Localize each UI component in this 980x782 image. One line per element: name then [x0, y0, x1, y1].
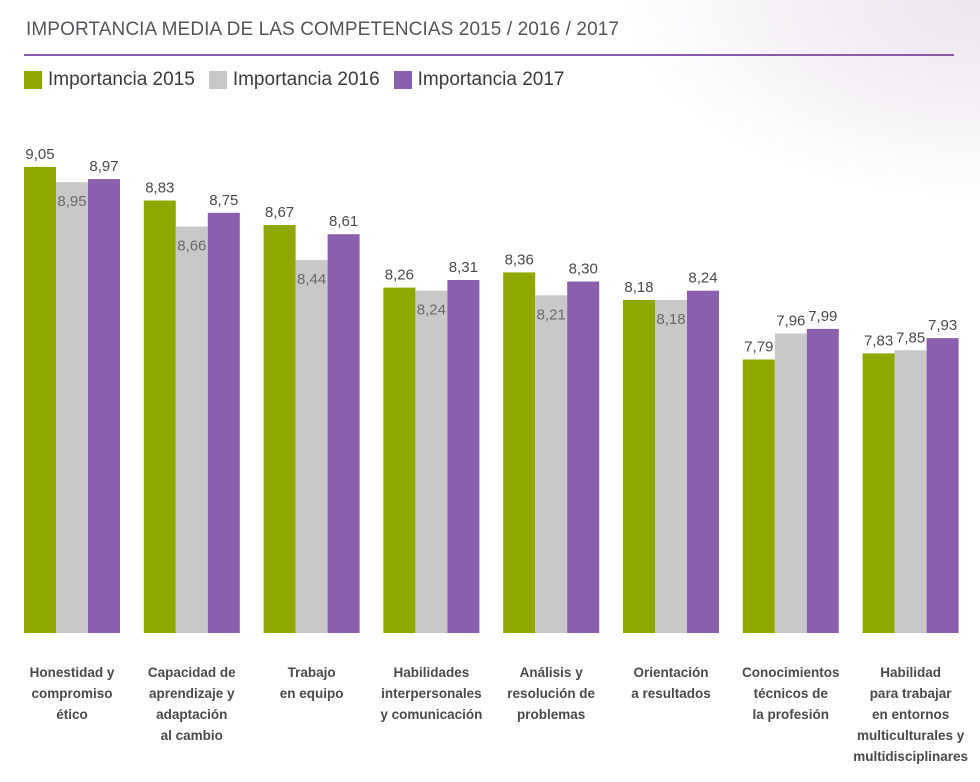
value-label-2017-cat-6: 8,24: [688, 270, 717, 287]
bar-2017-cat-7: [806, 328, 839, 633]
value-label-2017-cat-7: 7,99: [808, 308, 837, 325]
bar-2016-cat-3: [295, 260, 328, 633]
category-label-2: Capacidad de aprendizaje y adaptación al ca…: [148, 665, 236, 743]
legend-item-2015: Importancia 2015: [24, 69, 195, 91]
value-label-2015-cat-5: 8,36: [505, 251, 534, 268]
value-label-2016-cat-7: 7,96: [776, 313, 805, 330]
value-label-2017-cat-8: 7,93: [928, 317, 957, 334]
bar-2016-cat-1: [56, 182, 88, 633]
legend-label-2015: Importancia 2015: [48, 69, 195, 90]
value-label-2015-cat-8: 7,83: [864, 332, 893, 349]
value-label-2017-cat-3: 8,61: [329, 213, 358, 230]
legend-label-2017: Importancia 2017: [417, 69, 565, 90]
value-label-2016-cat-5: 8,21: [537, 306, 566, 323]
bar-2015-cat-6: [623, 299, 655, 633]
bar-2017-cat-6: [687, 290, 719, 633]
value-label-2016-cat-4: 8,24: [417, 302, 446, 319]
bar-2017-cat-1: [88, 179, 120, 633]
value-label-2015-cat-4: 8,26: [385, 267, 414, 284]
bar-2015-cat-8: [862, 353, 895, 633]
bar-2016-cat-5: [535, 295, 568, 633]
bar-2017-cat-8: [926, 338, 959, 633]
bar-2016-cat-4: [415, 290, 448, 633]
bar-2015-cat-7: [742, 359, 775, 633]
value-label-2015-cat-1: 9,05: [25, 146, 54, 163]
value-label-2016-cat-6: 8,18: [656, 311, 685, 328]
bar-2015-cat-2: [143, 200, 176, 633]
bar-2017-cat-3: [327, 234, 360, 633]
value-label-2017-cat-2: 8,75: [209, 192, 238, 209]
legend-swatch-2015: [24, 71, 42, 89]
bar-2017-cat-2: [207, 212, 240, 634]
value-label-2015-cat-3: 8,67: [265, 204, 294, 221]
legend-item-2016: Importancia 2016: [208, 69, 380, 91]
bar-2017-cat-4: [447, 280, 480, 633]
category-label-6: Orientación a resultados: [631, 665, 711, 701]
bar-2015-cat-4: [383, 287, 416, 633]
bar-2017-cat-5: [567, 281, 600, 633]
value-label-2015-cat-2: 8,83: [145, 180, 174, 197]
legend-swatch-2016: [208, 71, 227, 89]
value-label-2016-cat-2: 8,66: [177, 238, 206, 255]
value-label-2017-cat-5: 8,30: [569, 261, 598, 278]
category-label-4: Habilidades interpersonales y comunicación: [380, 665, 482, 722]
category-label-7: Conocimientos técnicos de la profesión: [742, 665, 840, 722]
value-label-2015-cat-7: 7,79: [744, 339, 773, 356]
value-label-2017-cat-1: 8,97: [89, 158, 118, 175]
value-label-2017-cat-4: 8,31: [449, 259, 478, 276]
title-divider: [24, 54, 954, 56]
category-label-1: Honestidad y compromiso ético: [30, 665, 115, 722]
legend-label-2016: Importancia 2016: [232, 69, 380, 90]
value-label-2016-cat-1: 8,95: [57, 193, 86, 210]
category-label-8: Habilidad para trabajar en entornos multicu…: [853, 665, 968, 764]
category-label-3: Trabajo en equipo: [280, 665, 344, 701]
legend-item-2017: Importancia 2017: [393, 69, 565, 91]
bar-2015-cat-3: [263, 225, 296, 633]
chart-title: IMPORTANCIA MEDIA DE LAS COMPETENCIAS 20…: [26, 19, 620, 40]
bar-2016-cat-7: [774, 333, 807, 633]
value-label-2016-cat-8: 7,85: [896, 329, 925, 346]
bar-2015-cat-5: [503, 272, 536, 633]
bar-2016-cat-6: [655, 299, 687, 633]
value-label-2016-cat-3: 8,44: [297, 271, 326, 288]
legend: Importancia 2015 Importancia 2016 Import…: [24, 68, 578, 92]
legend-swatch-2017: [393, 71, 412, 89]
bar-2015-cat-1: [24, 166, 56, 633]
value-label-2015-cat-6: 8,18: [624, 279, 653, 296]
category-label-5: Análisis y resolución de problemas: [507, 665, 595, 722]
bar-2016-cat-8: [894, 350, 927, 633]
bar-2016-cat-2: [175, 226, 208, 633]
